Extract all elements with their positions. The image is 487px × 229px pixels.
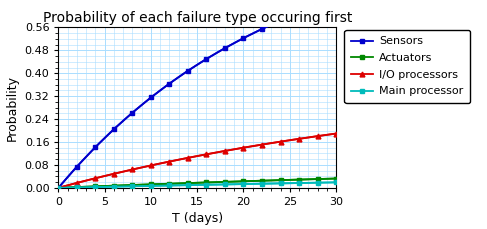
Main processor [56,186,61,189]
Sensors [296,11,302,14]
Main processor [185,184,191,186]
I/O processors [130,168,135,171]
I/O processors [185,156,191,159]
Main processor [167,184,172,187]
Main processor [315,181,320,184]
Sensors [315,4,320,7]
Actuators [93,185,98,188]
I/O processors [148,164,154,167]
Line: Actuators: Actuators [56,176,338,190]
Actuators [278,179,283,182]
Sensors [148,96,154,99]
Main processor [111,185,117,188]
I/O processors [333,132,339,135]
Actuators [185,182,191,184]
Y-axis label: Probability: Probability [6,75,19,141]
Legend: Sensors, Actuators, I/O processors, Main processor: Sensors, Actuators, I/O processors, Main… [344,30,470,103]
I/O processors [111,172,117,175]
Actuators [130,184,135,186]
I/O processors [93,177,98,180]
Main processor [296,182,302,184]
I/O processors [315,135,320,137]
I/O processors [222,150,228,152]
Sensors [259,27,265,30]
Main processor [241,183,246,185]
Sensors [93,146,98,148]
Main processor [333,181,339,184]
Line: Sensors: Sensors [56,0,338,190]
Actuators [74,186,80,188]
Main processor [74,186,80,189]
I/O processors [74,182,80,184]
I/O processors [204,153,209,156]
Main processor [204,183,209,186]
Actuators [241,180,246,183]
Sensors [74,165,80,168]
Actuators [259,179,265,182]
Actuators [148,183,154,186]
Sensors [222,47,228,49]
Main processor [259,182,265,185]
Actuators [222,180,228,183]
Sensors [185,69,191,72]
Sensors [167,82,172,85]
X-axis label: T (days): T (days) [172,212,223,225]
Sensors [278,19,283,22]
Main processor [130,185,135,188]
I/O processors [259,143,265,146]
Actuators [167,182,172,185]
Actuators [333,177,339,180]
Main processor [222,183,228,186]
I/O processors [296,137,302,140]
Sensors [241,37,246,39]
Main processor [93,186,98,188]
I/O processors [241,146,246,149]
Title: Probability of each failure type occuring first: Probability of each failure type occurin… [42,11,352,25]
Sensors [204,57,209,60]
Actuators [56,186,61,189]
Sensors [130,111,135,114]
Sensors [56,186,61,189]
Actuators [111,184,117,187]
Main processor [278,182,283,185]
Sensors [111,128,117,131]
Line: I/O processors: I/O processors [56,131,338,190]
Actuators [296,178,302,181]
Line: Main processor: Main processor [56,180,338,190]
I/O processors [167,160,172,163]
I/O processors [56,186,61,189]
Actuators [204,181,209,184]
Main processor [148,185,154,187]
Actuators [315,178,320,180]
I/O processors [278,140,283,143]
